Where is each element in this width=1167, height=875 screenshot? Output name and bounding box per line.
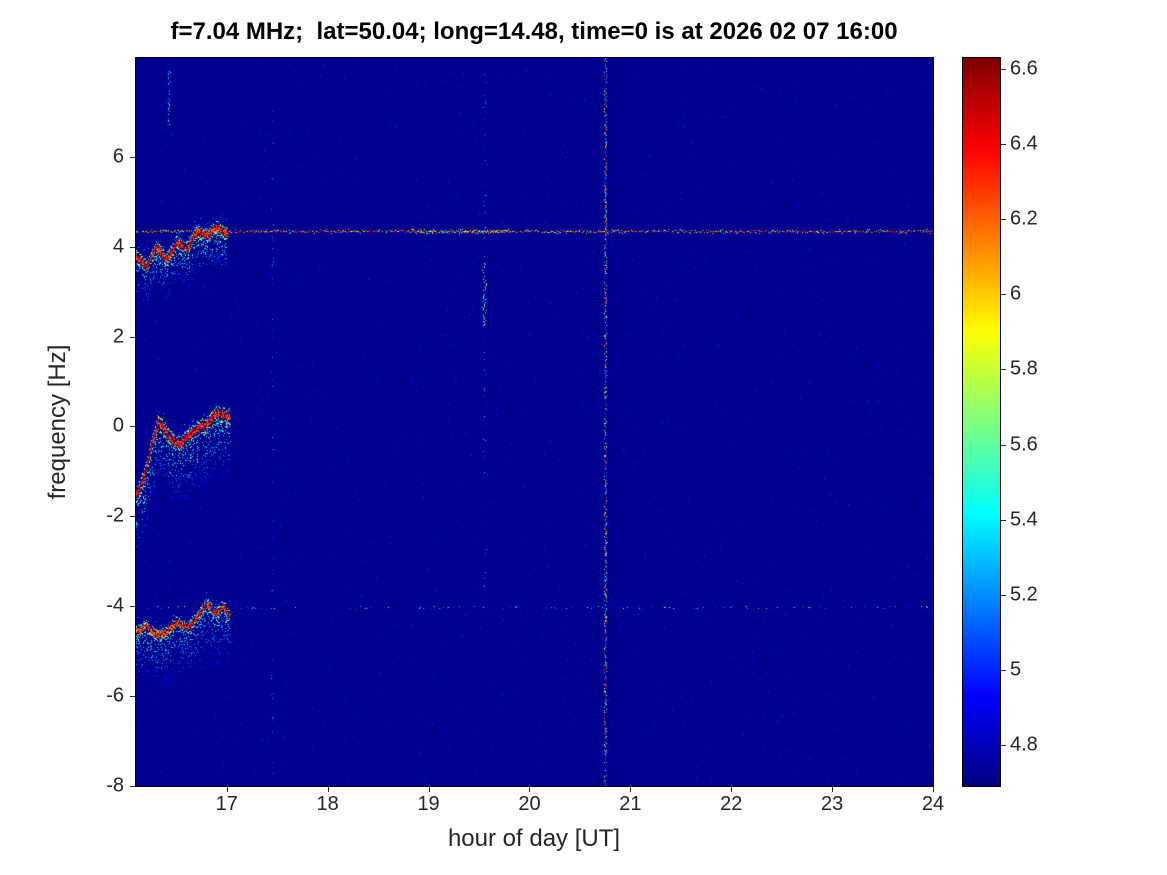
colorbar-tick-label: 5.8: [1010, 357, 1038, 380]
colorbar-tick-mark: [1001, 144, 1006, 146]
y-tick-mark: [130, 246, 135, 248]
colorbar-tick-label: 5.2: [1010, 583, 1038, 606]
colorbar-tick-label: 6.6: [1010, 57, 1038, 80]
y-tick-label: 4: [112, 235, 124, 258]
colorbar-tick-mark: [1001, 744, 1006, 746]
x-tick-label: 24: [921, 793, 945, 815]
y-tick-mark: [130, 426, 135, 428]
y-tick-mark: [130, 696, 135, 698]
x-tick-mark: [226, 787, 228, 792]
y-tick-mark: [130, 516, 135, 518]
colorbar-tick-mark: [1001, 444, 1006, 446]
colorbar: [963, 58, 1000, 786]
y-tick-mark: [130, 786, 135, 787]
colorbar-tick-label: 4.8: [1010, 733, 1038, 756]
y-axis-label: frequency [Hz]: [44, 344, 71, 500]
colorbar-tick-mark: [1001, 219, 1006, 221]
colorbar-tick-mark: [1001, 69, 1006, 71]
colorbar-tick-mark: [1001, 519, 1006, 521]
x-tick-label: 17: [215, 793, 238, 815]
x-tick-label: 23: [820, 793, 844, 815]
x-tick-label: 20: [518, 793, 541, 815]
colorbar-tick-mark: [1001, 594, 1006, 596]
colorbar-tick-label: 6.4: [1010, 132, 1038, 155]
x-tick-mark: [428, 787, 430, 792]
colorbar-tick-label: 5: [1010, 658, 1022, 681]
y-tick-mark: [130, 156, 135, 158]
x-tick-mark: [630, 787, 632, 792]
x-tick-label: 19: [417, 793, 440, 815]
x-tick-label: 21: [619, 793, 642, 815]
y-tick-label: -2: [106, 504, 124, 527]
x-tick-mark: [529, 787, 531, 792]
x-tick-mark: [832, 787, 834, 792]
y-tick-label: 0: [112, 414, 124, 437]
y-tick-mark: [130, 606, 135, 608]
colorbar-tick-mark: [1001, 669, 1006, 671]
colorbar-tick-label: 6.2: [1010, 207, 1038, 230]
colorbar-tick-label: 5.6: [1010, 433, 1038, 455]
y-tick-label: -4: [106, 594, 124, 617]
y-tick-label: 2: [112, 325, 124, 348]
x-axis-label: hour of day [UT]: [447, 825, 621, 852]
y-tick-label: -8: [106, 774, 124, 797]
colorbar-tick-mark: [1001, 369, 1006, 371]
x-tick-mark: [327, 787, 329, 792]
chart-title: f=7.04 MHz; lat=50.04; long=14.48, time=…: [170, 18, 898, 45]
colorbar-tick-label: 5.4: [1010, 508, 1038, 531]
colorbar-tick-mark: [1001, 294, 1006, 296]
y-tick-label: -6: [106, 684, 124, 707]
x-tick-mark: [933, 787, 934, 792]
x-tick-label: 18: [316, 793, 339, 815]
x-tick-label: 22: [720, 793, 743, 815]
x-tick-mark: [731, 787, 733, 792]
y-tick-mark: [130, 336, 135, 338]
y-tick-label: 6: [112, 145, 124, 168]
spectrogram-canvas: [136, 58, 933, 786]
colorbar-tick-label: 6: [1010, 282, 1022, 305]
